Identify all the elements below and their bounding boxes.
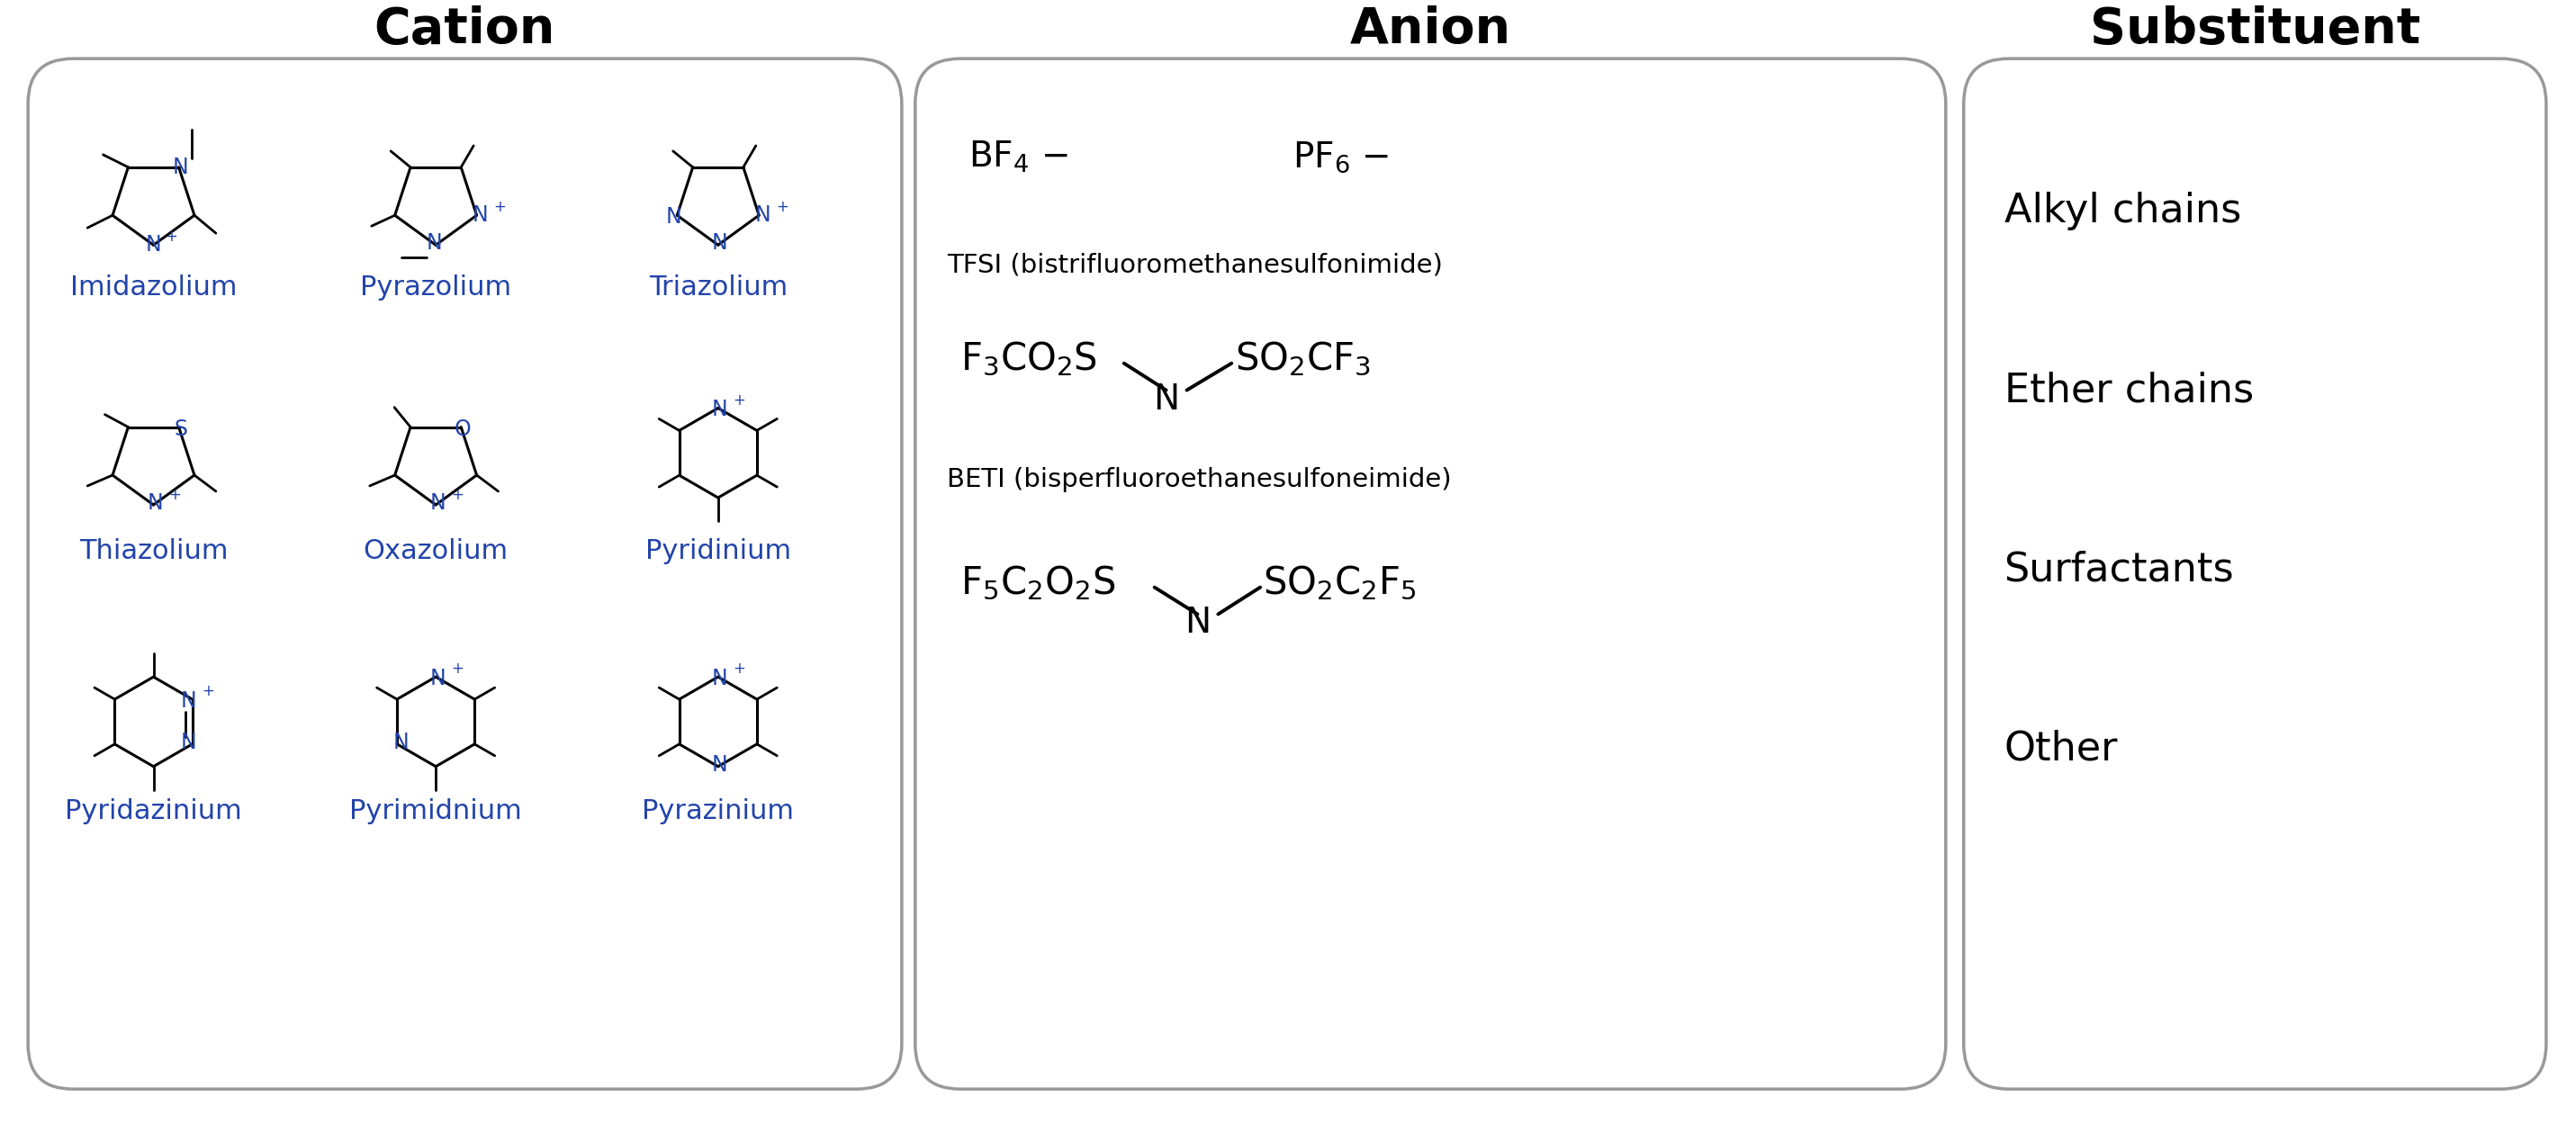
Text: N: N bbox=[144, 234, 162, 256]
Text: +: + bbox=[495, 199, 507, 216]
Text: SO$_2$CF$_3$: SO$_2$CF$_3$ bbox=[1234, 339, 1370, 378]
Text: S: S bbox=[173, 418, 188, 439]
Text: N: N bbox=[1185, 606, 1211, 641]
Text: Alkyl chains: Alkyl chains bbox=[2004, 191, 2241, 230]
FancyBboxPatch shape bbox=[1963, 58, 2545, 1089]
Text: +: + bbox=[451, 661, 464, 677]
Text: +: + bbox=[170, 487, 180, 504]
Text: N: N bbox=[180, 732, 196, 753]
Text: Pyrimidnium: Pyrimidnium bbox=[350, 798, 523, 824]
Text: N: N bbox=[711, 233, 729, 254]
Text: +: + bbox=[165, 229, 178, 245]
Text: Surfactants: Surfactants bbox=[2004, 550, 2233, 589]
Text: +: + bbox=[451, 487, 464, 504]
Text: N: N bbox=[425, 233, 443, 254]
Text: N: N bbox=[180, 690, 196, 711]
FancyBboxPatch shape bbox=[914, 58, 1945, 1089]
Text: N: N bbox=[1154, 382, 1180, 416]
Text: +: + bbox=[734, 661, 747, 677]
FancyBboxPatch shape bbox=[28, 58, 902, 1089]
Text: +: + bbox=[775, 199, 788, 216]
Text: Triazolium: Triazolium bbox=[649, 274, 788, 300]
Text: +: + bbox=[734, 392, 747, 408]
Text: O: O bbox=[453, 418, 471, 439]
Text: Pyrazolium: Pyrazolium bbox=[361, 274, 513, 300]
Text: N: N bbox=[147, 492, 162, 514]
Text: Pyridinium: Pyridinium bbox=[644, 538, 791, 564]
Text: N: N bbox=[711, 668, 729, 689]
Text: +: + bbox=[201, 683, 214, 699]
Text: Anion: Anion bbox=[1350, 6, 1512, 54]
Text: SO$_2$C$_2$F$_5$: SO$_2$C$_2$F$_5$ bbox=[1262, 564, 1417, 601]
Text: F$_3$CO$_2$S: F$_3$CO$_2$S bbox=[961, 339, 1097, 378]
Text: N: N bbox=[711, 399, 729, 420]
Text: N: N bbox=[711, 754, 729, 776]
Text: N: N bbox=[471, 205, 489, 226]
Text: Oxazolium: Oxazolium bbox=[363, 538, 507, 564]
Text: Other: Other bbox=[2004, 729, 2117, 768]
Text: PF$_6$ $-$: PF$_6$ $-$ bbox=[1293, 139, 1388, 174]
Text: N: N bbox=[392, 732, 410, 753]
Text: F$_5$C$_2$O$_2$S: F$_5$C$_2$O$_2$S bbox=[961, 564, 1115, 601]
Text: Imidazolium: Imidazolium bbox=[70, 274, 237, 300]
Text: Substituent: Substituent bbox=[2089, 6, 2421, 54]
Text: Cation: Cation bbox=[374, 6, 554, 54]
Text: TFSI (bistrifluoromethanesulfonimide): TFSI (bistrifluoromethanesulfonimide) bbox=[945, 252, 1443, 278]
Text: N: N bbox=[755, 205, 770, 226]
Text: N: N bbox=[430, 492, 446, 514]
Text: N: N bbox=[430, 668, 446, 689]
Text: Thiazolium: Thiazolium bbox=[80, 538, 227, 564]
Text: N: N bbox=[665, 207, 683, 228]
Text: Pyrazinium: Pyrazinium bbox=[641, 798, 793, 824]
Text: BF$_4$ $-$: BF$_4$ $-$ bbox=[969, 139, 1069, 175]
Text: N: N bbox=[173, 156, 188, 178]
Text: BETI (bisperfluoroethanesulfoneimide): BETI (bisperfluoroethanesulfoneimide) bbox=[945, 468, 1450, 492]
Text: Ether chains: Ether chains bbox=[2004, 371, 2254, 409]
Text: Pyridazinium: Pyridazinium bbox=[64, 798, 242, 824]
